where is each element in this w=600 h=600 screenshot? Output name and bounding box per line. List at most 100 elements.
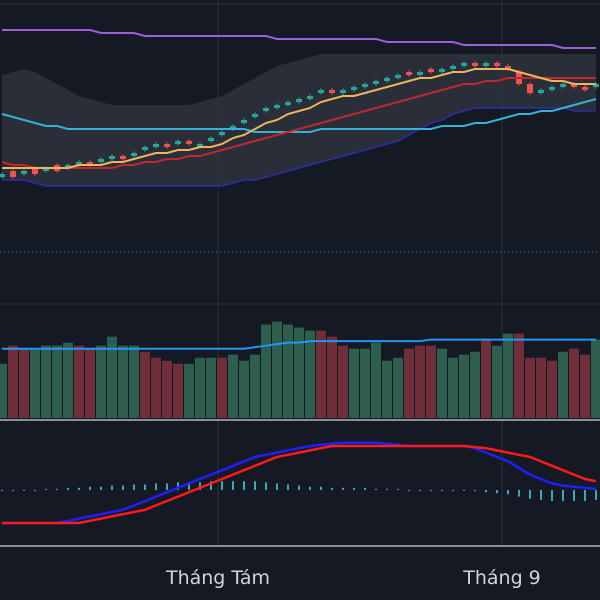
volume-bar-24 xyxy=(261,324,271,418)
candle-body-53 xyxy=(582,87,588,90)
volume-bar-26 xyxy=(283,324,293,418)
volume-bar-13 xyxy=(140,351,150,418)
candle-body-40 xyxy=(439,69,445,72)
ema-slow-line xyxy=(1,77,596,169)
candle-body-52 xyxy=(571,84,577,87)
candle-body-4 xyxy=(43,168,49,171)
volume-bar-47 xyxy=(514,333,524,418)
volume-bar-23 xyxy=(250,354,260,418)
time-axis-label-aug: Tháng Tám xyxy=(165,567,270,589)
volume-bar-53 xyxy=(580,354,590,418)
volume-bar-12 xyxy=(129,345,139,418)
volume-bar-34 xyxy=(371,342,381,418)
volume-bar-50 xyxy=(547,360,557,418)
candle-body-31 xyxy=(340,90,346,93)
candle-body-19 xyxy=(208,138,214,141)
volume-bar-0 xyxy=(0,363,7,418)
volume-bar-44 xyxy=(481,339,491,418)
candle-body-21 xyxy=(230,126,236,129)
volume-bar-31 xyxy=(338,345,348,418)
candle-body-8 xyxy=(87,162,93,165)
volume-bar-42 xyxy=(459,354,469,418)
candle-body-22 xyxy=(241,120,247,123)
candle-body-12 xyxy=(131,153,137,156)
candle-body-50 xyxy=(549,87,555,90)
volume-bar-43 xyxy=(470,351,480,418)
candle-body-45 xyxy=(494,63,500,66)
volume-bar-51 xyxy=(558,351,568,418)
candle-body-16 xyxy=(175,141,181,144)
price-pane[interactable] xyxy=(0,29,600,253)
signal-line xyxy=(2,444,597,525)
candle-body-27 xyxy=(296,99,302,102)
volume-bar-49 xyxy=(536,357,546,418)
upper-envelope-line xyxy=(2,29,596,49)
volume-bar-18 xyxy=(195,357,205,418)
pane-separators xyxy=(0,419,600,547)
candle-body-37 xyxy=(406,72,412,75)
candle-body-39 xyxy=(428,69,434,72)
candle-body-14 xyxy=(153,144,159,147)
candle-body-9 xyxy=(98,159,104,162)
candle-body-34 xyxy=(373,81,379,84)
candle-body-24 xyxy=(263,108,269,111)
candle-body-46 xyxy=(505,66,511,69)
candle-body-23 xyxy=(252,114,258,117)
volume-bar-2 xyxy=(19,348,29,418)
volume-bar-39 xyxy=(426,345,436,418)
candle-body-26 xyxy=(285,102,291,105)
macd-line xyxy=(2,441,597,525)
candle-body-54 xyxy=(593,84,599,87)
macd-pane[interactable] xyxy=(1,441,597,525)
candle-body-10 xyxy=(109,156,115,159)
volume-bar-7 xyxy=(74,345,84,418)
volume-bar-29 xyxy=(316,330,326,418)
candle-body-17 xyxy=(186,141,192,144)
time-axis: Tháng Tám Tháng 9 xyxy=(165,567,541,589)
candle-body-43 xyxy=(472,63,478,66)
candle-body-11 xyxy=(120,156,126,159)
volume-bar-54 xyxy=(591,339,600,418)
volume-bar-22 xyxy=(239,360,249,418)
candle-body-41 xyxy=(450,66,456,69)
volume-bar-16 xyxy=(173,363,183,418)
volume-bar-10 xyxy=(107,336,117,418)
volume-pane[interactable] xyxy=(0,321,600,418)
candle-body-15 xyxy=(164,144,170,147)
volume-bar-32 xyxy=(349,348,359,418)
volume-bar-5 xyxy=(52,345,62,418)
candle-body-6 xyxy=(65,165,71,168)
volume-bar-8 xyxy=(85,348,95,418)
volume-bar-11 xyxy=(118,345,128,418)
bollinger-band-fill xyxy=(2,54,596,186)
candle-body-42 xyxy=(461,63,467,66)
candle-body-51 xyxy=(560,84,566,87)
candle-body-18 xyxy=(197,144,203,147)
candle-body-36 xyxy=(395,75,401,78)
volume-bar-1 xyxy=(8,345,18,418)
candle-body-13 xyxy=(142,147,148,150)
volume-bar-33 xyxy=(360,348,370,418)
candle-body-3 xyxy=(32,168,38,174)
volume-bar-27 xyxy=(294,327,304,418)
candle-body-44 xyxy=(483,63,489,66)
volume-bar-40 xyxy=(437,348,447,418)
volume-bar-48 xyxy=(525,357,535,418)
volume-bar-3 xyxy=(30,348,40,418)
volume-bar-41 xyxy=(448,357,458,418)
sma-cyan-line xyxy=(1,98,597,133)
candle-body-49 xyxy=(538,90,544,93)
candle-body-33 xyxy=(362,84,368,87)
time-axis-label-sep: Tháng 9 xyxy=(462,567,541,589)
volume-bar-35 xyxy=(382,360,392,418)
candle-body-28 xyxy=(307,96,313,99)
volume-bar-45 xyxy=(492,345,502,418)
volume-bar-37 xyxy=(404,348,414,418)
volume-bar-52 xyxy=(569,348,579,418)
candle-body-25 xyxy=(274,105,280,108)
volume-bar-25 xyxy=(272,321,282,418)
candle-body-30 xyxy=(329,90,335,93)
volume-bar-14 xyxy=(151,357,161,418)
